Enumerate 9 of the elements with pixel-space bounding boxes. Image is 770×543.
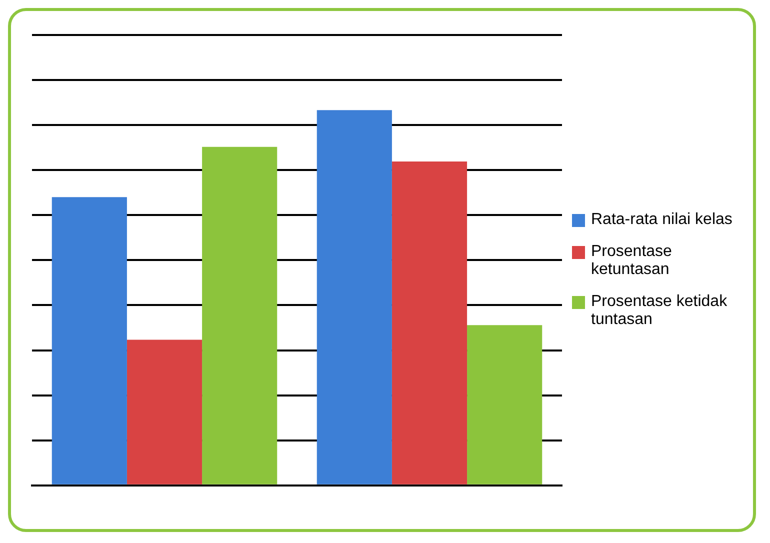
bar (392, 161, 468, 484)
bar (316, 110, 392, 484)
bar (202, 146, 278, 484)
legend-label: Prosentase ketuntasan (591, 243, 673, 279)
bar (126, 340, 202, 484)
legend-label: Rata-rata nilai kelas (591, 211, 732, 229)
legend-label: Prosentase ketidak tuntasan (591, 293, 728, 329)
bar (467, 325, 542, 484)
bar (52, 197, 127, 484)
